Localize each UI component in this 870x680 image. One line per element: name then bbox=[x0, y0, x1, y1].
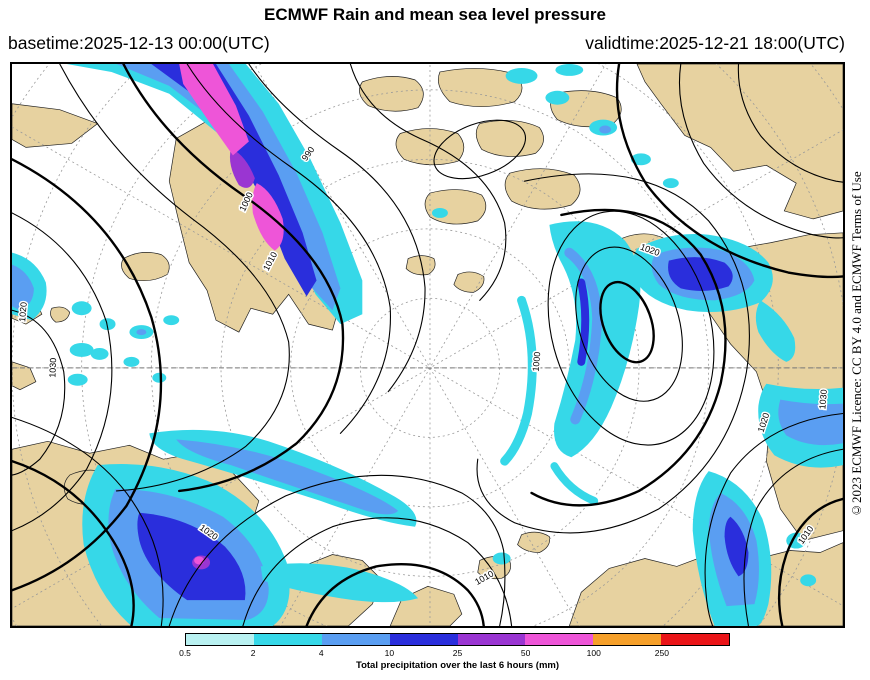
north-america-landmass bbox=[636, 64, 843, 220]
time-row: basetime:2025-12-13 00:00(UTC) validtime… bbox=[8, 33, 845, 54]
weather-map: 1000 1010 990 1020 1030 1030 1020 1010 1020 1000 1… bbox=[10, 62, 845, 628]
isobar-label: 1030 bbox=[817, 389, 829, 410]
colorbar-tick: 100 bbox=[586, 648, 601, 658]
colorbar-ticks: 0.5 2 4 10 25 50 100 250 bbox=[179, 648, 730, 659]
colorbar-segment bbox=[186, 634, 254, 645]
basetime-label: basetime:2025-12-13 00:00(UTC) bbox=[8, 33, 270, 53]
map-canvas: 1000101099010201030103010201010102010001… bbox=[12, 64, 843, 626]
colorbar-segment bbox=[321, 634, 390, 645]
isobar-label: 1020 bbox=[17, 302, 29, 323]
colorbar-tick: 250 bbox=[654, 648, 669, 658]
colorbar-tick: 50 bbox=[520, 648, 531, 658]
colorbar-segments bbox=[185, 633, 730, 646]
precipitation-layer bbox=[12, 64, 843, 626]
colorbar-tick: 4 bbox=[318, 648, 324, 658]
isobar-label: 1030 bbox=[47, 358, 58, 378]
validtime-label: validtime:2025-12-21 18:00(UTC) bbox=[585, 33, 845, 53]
colorbar-segment bbox=[253, 634, 322, 645]
isobar-layer bbox=[12, 64, 843, 626]
colorbar-tick: 10 bbox=[384, 648, 395, 658]
colorbar-caption: Total precipitation over the last 6 hour… bbox=[355, 660, 560, 671]
colorbar-segment bbox=[389, 634, 458, 645]
copyright-vertical-text: ©2023 ECMWF Licence: CC BY 4.0 and ECMWF… bbox=[849, 171, 864, 519]
colorbar-tick: 25 bbox=[452, 648, 463, 658]
isobar-label: 1000 bbox=[531, 351, 543, 372]
colorbar-segment bbox=[661, 634, 729, 645]
colorbar-segment bbox=[593, 634, 662, 645]
page-title: ECMWF Rain and mean sea level pressure bbox=[263, 5, 606, 24]
colorbar-tick: 0.5 bbox=[179, 648, 191, 658]
colorbar-tick: 2 bbox=[250, 648, 256, 658]
colorbar-segment bbox=[525, 634, 594, 645]
colorbar-segment bbox=[457, 634, 526, 645]
